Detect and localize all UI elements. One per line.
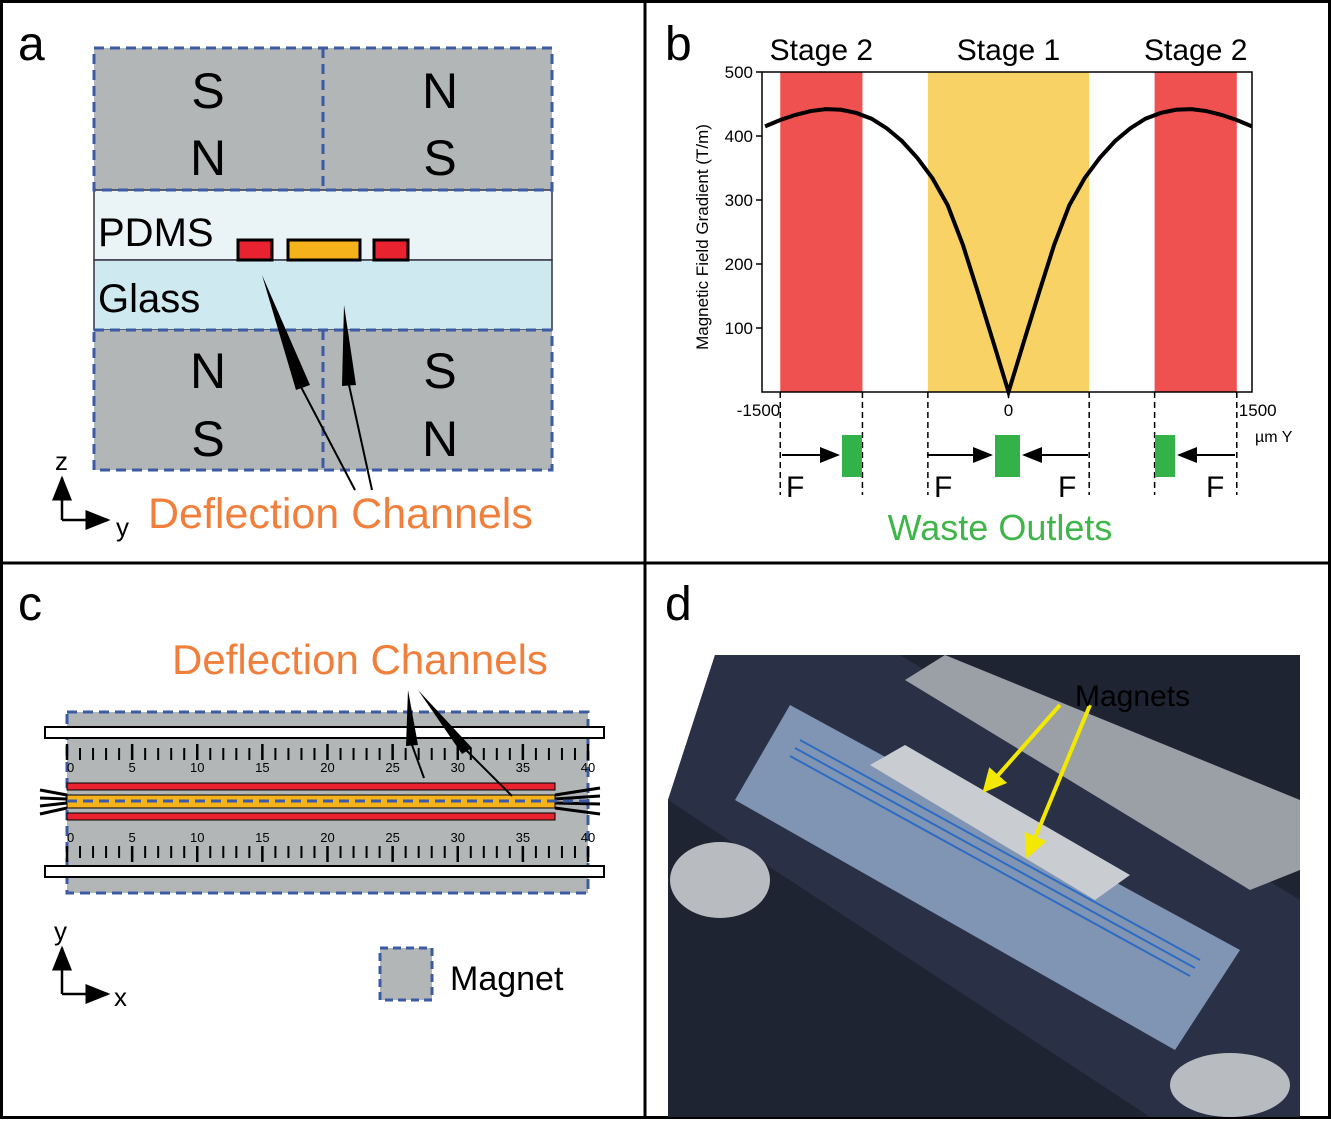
ruler-label: 20 [320,760,334,775]
axis-label: y [116,512,129,542]
ruler-label: 15 [255,830,269,845]
panel-label: d [665,578,692,631]
ruler-label: 30 [451,830,465,845]
ruler-label: 30 [451,760,465,775]
pole: S [191,63,224,119]
axis-label: z [55,446,68,476]
panel-a: a S N N S N S S N PDMS Glass Deflecti [18,18,552,542]
legend-swatch [380,948,432,1000]
pole: N [422,411,458,467]
panel-c: c Deflection Channels Magnet y x 0 0 5 5 10 1… [18,578,604,1012]
y-tick-label: 300 [725,191,753,210]
y-tick-label: 100 [725,319,753,338]
outlet [555,803,600,804]
plot: Stage 2 Stage 1 Stage 2 100 200 300 400 500 -150… [693,34,1293,495]
ruler-label: 0 [67,830,74,845]
layer-label: Glass [98,277,200,321]
ruler-label: 25 [385,830,399,845]
ruler-label: 0 [67,760,74,775]
band-label: Stage 2 [770,34,873,67]
y-axis-label: Magnetic Field Gradient (T/m) [693,124,712,350]
x-tick-label: 0 [1004,401,1013,420]
ruler-label: 5 [129,830,136,845]
y-tick-label: 200 [725,255,753,274]
band-label: Stage 2 [1144,34,1247,67]
panel-d: d Magnets [665,578,1300,1117]
panel-label: c [18,578,42,631]
inlet [40,808,67,814]
ruler-label: 35 [516,760,530,775]
pole: N [422,63,458,119]
annotation: Waste Outlets [888,507,1113,548]
layer-label: PDMS [98,211,214,255]
ruler-label: 10 [190,830,204,845]
force-label: F [934,471,952,504]
ruler-label: 40 [581,760,595,775]
x-tick-label: 1500 [1239,401,1277,420]
annotation: Deflection Channels [172,636,548,683]
channel [374,240,408,260]
ruler-label: 35 [516,830,530,845]
outlet [842,435,862,477]
channel [288,240,360,260]
outlet [1155,435,1175,477]
pole: N [190,343,226,399]
y-tick-label: 500 [725,63,753,82]
annotation: Deflection Channels [148,490,533,538]
ruler-label: 25 [385,760,399,775]
panel-label: a [18,18,45,71]
magnet-bar [45,727,604,738]
outlet [995,435,1020,477]
pole: S [423,343,456,399]
x-tick-label: -1500 [737,401,780,420]
magnet-bar [45,866,604,877]
pole: N [190,130,226,186]
pole: S [191,411,224,467]
band [928,72,1089,392]
annotation: Magnets [1075,680,1190,713]
channel [67,813,555,820]
band [780,72,862,392]
force-label: F [786,471,804,504]
y-tick-label: 400 [725,127,753,146]
x-axis-label: µm Y [1255,429,1293,446]
band [1155,72,1237,392]
pole: S [423,130,456,186]
ruler-label: 15 [255,760,269,775]
channel [67,783,555,790]
force-label: F [1206,471,1224,504]
figure: a S N N S N S S N PDMS Glass Deflecti [0,0,1331,1119]
band-label: Stage 1 [957,34,1060,67]
axis-label: y [54,916,67,946]
inlet [40,790,67,795]
channel [238,240,272,260]
panel-b: Stage 2 Stage 1 Stage 2 100 200 300 400 500 -150… [665,18,1293,548]
ruler-label: 10 [190,760,204,775]
inlet [40,798,67,799]
photo-post [1170,1053,1290,1117]
axis-label: x [114,982,127,1012]
photo-post [670,842,770,918]
ruler-label: 20 [320,830,334,845]
panel-label: b [665,18,692,71]
force-label: F [1058,471,1076,504]
ruler-label: 40 [581,830,595,845]
inlet [40,803,67,806]
legend-label: Magnet [450,960,564,998]
ruler-label: 5 [129,760,136,775]
